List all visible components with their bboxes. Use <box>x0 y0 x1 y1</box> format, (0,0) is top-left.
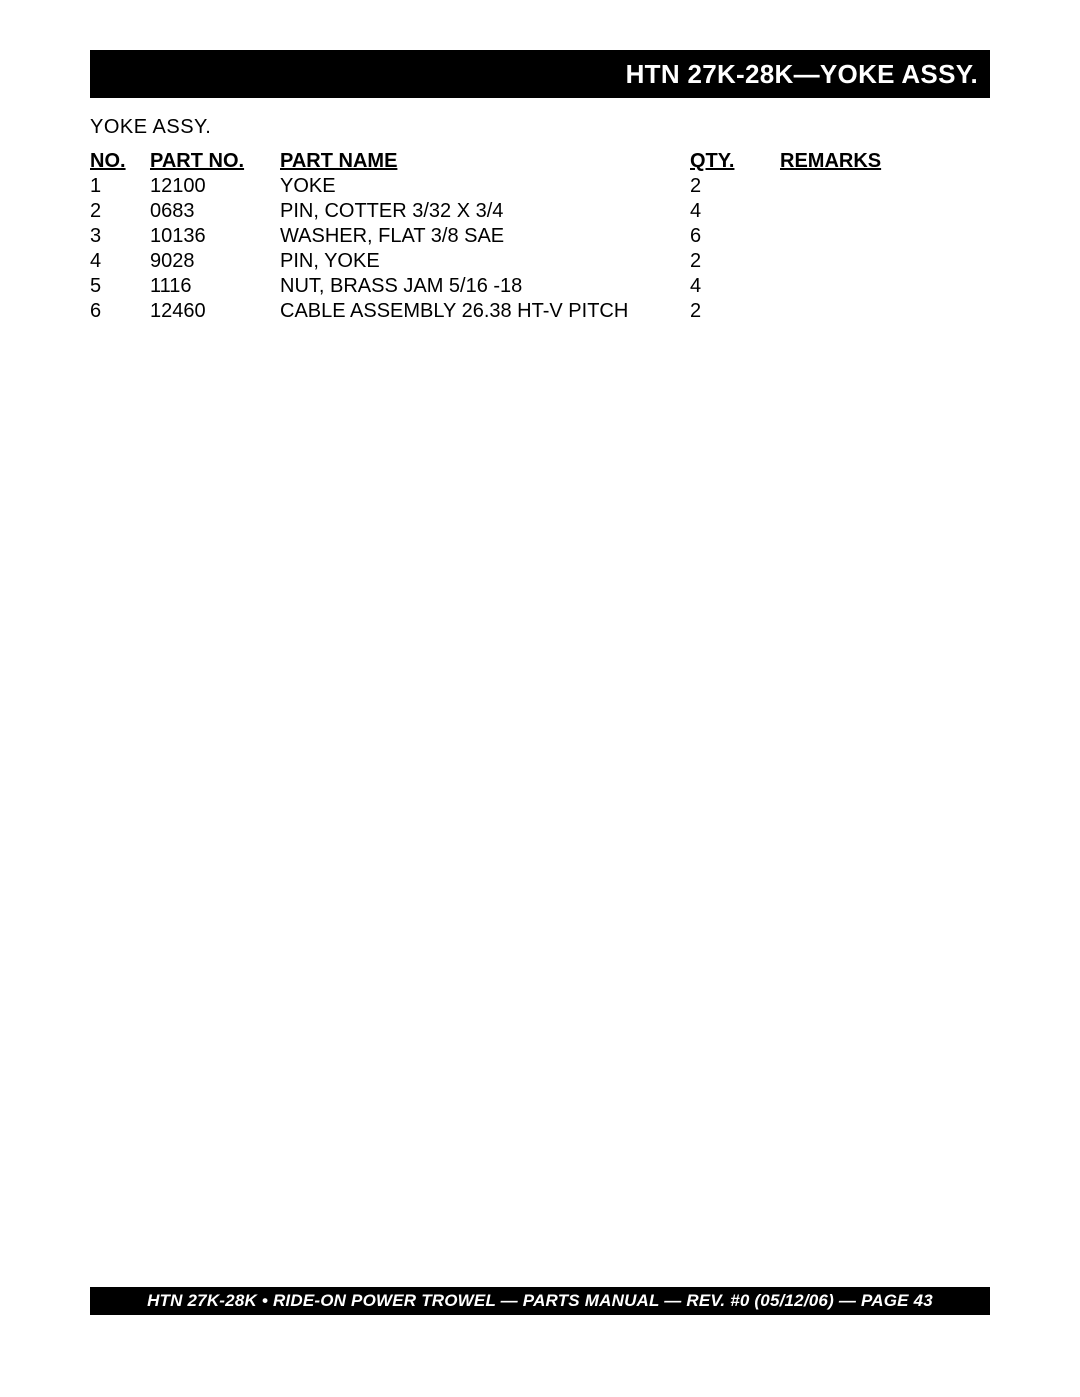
cell-part-no: 0683 <box>150 199 280 224</box>
page-footer-bar: HTN 27K-28K • RIDE-ON POWER TROWEL — PAR… <box>90 1287 990 1315</box>
page-title: HTN 27K-28K—YOKE ASSY. <box>626 59 978 90</box>
cell-part-name: CABLE ASSEMBLY 26.38 HT-V PITCH <box>280 299 690 324</box>
cell-no: 6 <box>90 299 150 324</box>
cell-no: 2 <box>90 199 150 224</box>
cell-qty: 4 <box>690 199 780 224</box>
col-header-part-name: PART NAME <box>280 149 690 174</box>
cell-remarks <box>780 299 990 324</box>
table-row: 1 12100 YOKE 2 <box>90 174 990 199</box>
page-content: HTN 27K-28K—YOKE ASSY. YOKE ASSY. NO. PA… <box>90 50 990 324</box>
section-subtitle: YOKE ASSY. <box>90 116 990 139</box>
cell-no: 4 <box>90 249 150 274</box>
cell-part-no: 10136 <box>150 224 280 249</box>
cell-part-name: PIN, YOKE <box>280 249 690 274</box>
cell-part-no: 9028 <box>150 249 280 274</box>
cell-qty: 2 <box>690 299 780 324</box>
cell-remarks <box>780 274 990 299</box>
cell-part-name: PIN, COTTER 3/32 X 3/4 <box>280 199 690 224</box>
cell-qty: 2 <box>690 249 780 274</box>
cell-qty: 4 <box>690 274 780 299</box>
cell-qty: 6 <box>690 224 780 249</box>
cell-remarks <box>780 174 990 199</box>
cell-part-no: 12100 <box>150 174 280 199</box>
parts-table-body: 1 12100 YOKE 2 2 0683 PIN, COTTER 3/32 X… <box>90 174 990 324</box>
col-header-qty: QTY. <box>690 149 780 174</box>
col-header-remarks: REMARKS <box>780 149 990 174</box>
table-row: 3 10136 WASHER, FLAT 3/8 SAE 6 <box>90 224 990 249</box>
cell-remarks <box>780 199 990 224</box>
cell-remarks <box>780 249 990 274</box>
cell-no: 3 <box>90 224 150 249</box>
cell-part-no: 12460 <box>150 299 280 324</box>
page-footer-text: HTN 27K-28K • RIDE-ON POWER TROWEL — PAR… <box>147 1291 933 1311</box>
table-row: 4 9028 PIN, YOKE 2 <box>90 249 990 274</box>
cell-part-name: WASHER, FLAT 3/8 SAE <box>280 224 690 249</box>
table-row: 6 12460 CABLE ASSEMBLY 26.38 HT-V PITCH … <box>90 299 990 324</box>
cell-part-name: NUT, BRASS JAM 5/16 -18 <box>280 274 690 299</box>
parts-table: NO. PART NO. PART NAME QTY. REMARKS 1 12… <box>90 149 990 324</box>
cell-remarks <box>780 224 990 249</box>
cell-part-no: 1116 <box>150 274 280 299</box>
page-title-bar: HTN 27K-28K—YOKE ASSY. <box>90 50 990 98</box>
cell-no: 1 <box>90 174 150 199</box>
cell-part-name: YOKE <box>280 174 690 199</box>
cell-no: 5 <box>90 274 150 299</box>
col-header-no: NO. <box>90 149 150 174</box>
table-row: 2 0683 PIN, COTTER 3/32 X 3/4 4 <box>90 199 990 224</box>
table-row: 5 1116 NUT, BRASS JAM 5/16 -18 4 <box>90 274 990 299</box>
col-header-part-no: PART NO. <box>150 149 280 174</box>
table-header-row: NO. PART NO. PART NAME QTY. REMARKS <box>90 149 990 174</box>
cell-qty: 2 <box>690 174 780 199</box>
